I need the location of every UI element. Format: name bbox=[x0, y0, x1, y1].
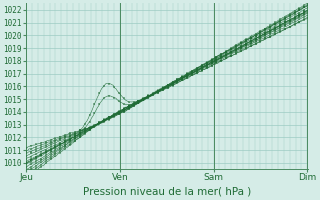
X-axis label: Pression niveau de la mer( hPa ): Pression niveau de la mer( hPa ) bbox=[83, 187, 251, 197]
